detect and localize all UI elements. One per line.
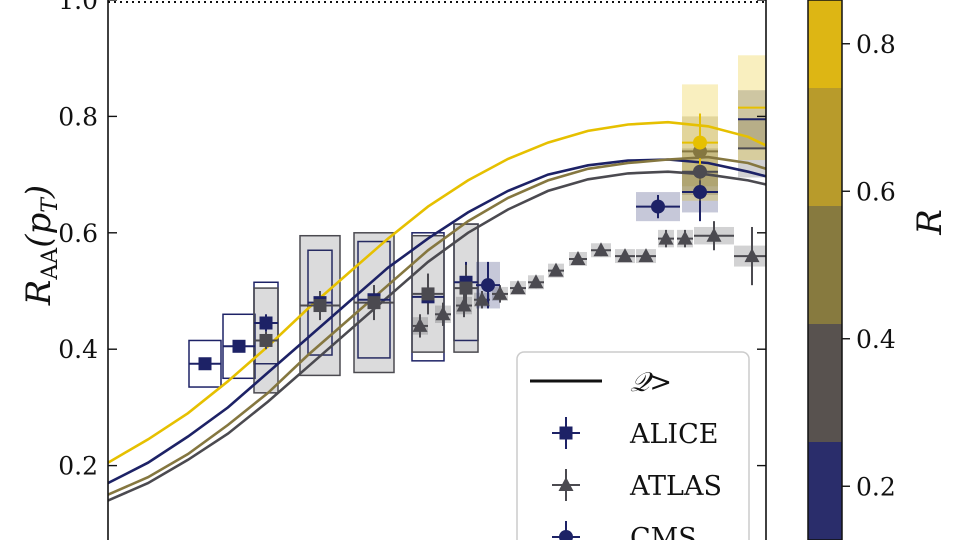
legend-marker-alice (559, 426, 573, 440)
legend-marker-cms (559, 530, 573, 540)
y-tick-labels: 0.2 0.4 0.6 0.8 1.0 (58, 0, 98, 481)
y-label-arg-sub: T (38, 196, 63, 213)
colorbar-band-0 (808, 442, 842, 540)
marker-triangle-atlas-2-10 (617, 248, 633, 263)
y-tick-label-4: 1.0 (58, 0, 98, 15)
colorbar-band-3 (808, 88, 842, 206)
model-curve-r04 (108, 170, 766, 502)
marker-square-alice-0-1 (232, 339, 246, 353)
legend-marker-atlas (558, 477, 574, 491)
marker-triangle-atlas-2-5 (510, 280, 526, 295)
systematic-box-layer (188, 55, 766, 394)
marker-square-alice-1-3 (421, 287, 435, 301)
colorbar-frame (807, 0, 843, 540)
marker-triangle-atlas-2-14 (706, 227, 722, 242)
marker-square-alice-1-0 (259, 333, 273, 347)
model-curve-layer (108, 120, 766, 502)
colorbar-tick-label-2: 0.6 (856, 177, 896, 206)
colorbar-tick-label-0: 0.2 (856, 472, 896, 501)
marker-square-alice-1-1 (313, 299, 327, 313)
y-label-sub: AA (38, 247, 63, 281)
legend-label-alice: ALICE (629, 419, 718, 450)
y-tick-label-1: 0.4 (58, 335, 98, 364)
marker-circle-cms-4-1 (779, 141, 793, 155)
plot-area (108, 1, 793, 502)
colorbar-tick-label-3: 0.8 (856, 30, 896, 59)
marker-triangle-atlas-2-0 (412, 317, 428, 332)
colorbar-band-2 (808, 206, 842, 324)
marker-triangle-atlas-2-4 (492, 285, 508, 300)
y-label-close: ) (19, 185, 59, 199)
marker-square-alice-0-0 (198, 357, 212, 371)
marker-square-alice-1-2 (367, 296, 381, 310)
model-curve-r08 (108, 120, 766, 465)
marker-triangle-atlas-2-6 (528, 274, 544, 289)
marker-circle-cms-4-0 (693, 164, 707, 179)
y-tick-label-2: 0.6 (58, 219, 98, 248)
colorbar-band-4 (808, 0, 842, 88)
marker-triangle-atlas-2-3 (474, 291, 490, 306)
y-tick-label-0: 0.2 (58, 452, 98, 481)
legend: 𝒬> ALICE ATLAS CMS (516, 351, 750, 540)
legend-frame (516, 351, 750, 540)
marker-triangle-atlas-2-13 (677, 230, 693, 245)
colorbar: 0.2 0.4 0.6 0.8 R (807, 0, 950, 540)
y-label-arg: (p (19, 213, 59, 248)
y-label-main: R (19, 280, 59, 307)
colorbar-tick-label-1: 0.4 (856, 325, 896, 354)
y-axis-label: RAA(pT) (19, 185, 63, 306)
model-curve-r06 (108, 155, 766, 497)
axes (107, 0, 767, 540)
marker-triangle-atlas-2-15 (744, 248, 760, 263)
marker-circle-cms-3-2 (693, 185, 707, 200)
marker-triangle-atlas-2-7 (548, 262, 564, 277)
marker-circle-cms-3-0 (481, 278, 495, 293)
legend-label-atlas: ATLAS (629, 471, 722, 502)
legend-label-cms: CMS (630, 523, 697, 540)
marker-triangle-atlas-2-1 (435, 306, 451, 321)
marker-square-alice-0-2 (259, 316, 273, 330)
marker-triangle-atlas-2-12 (658, 230, 674, 245)
colorbar-label: R (910, 209, 950, 236)
marker-triangle-atlas-2-8 (570, 250, 586, 265)
y-tick-label-3: 0.8 (58, 102, 98, 131)
marker-circle-cms-6-0 (693, 135, 707, 150)
marker-square-alice-1-4 (459, 281, 473, 295)
marker-circle-cms-3-3 (779, 112, 793, 126)
marker-circle-cms-6-1 (779, 101, 793, 115)
colorbar-band-1 (808, 324, 842, 442)
marker-triangle-atlas-2-9 (593, 242, 609, 257)
marker-triangle-atlas-2-2 (456, 297, 472, 312)
legend-label-model: 𝒬> (630, 367, 672, 398)
marker-circle-cms-3-1 (651, 199, 665, 214)
marker-layer (198, 101, 793, 371)
marker-triangle-atlas-2-11 (638, 248, 654, 263)
